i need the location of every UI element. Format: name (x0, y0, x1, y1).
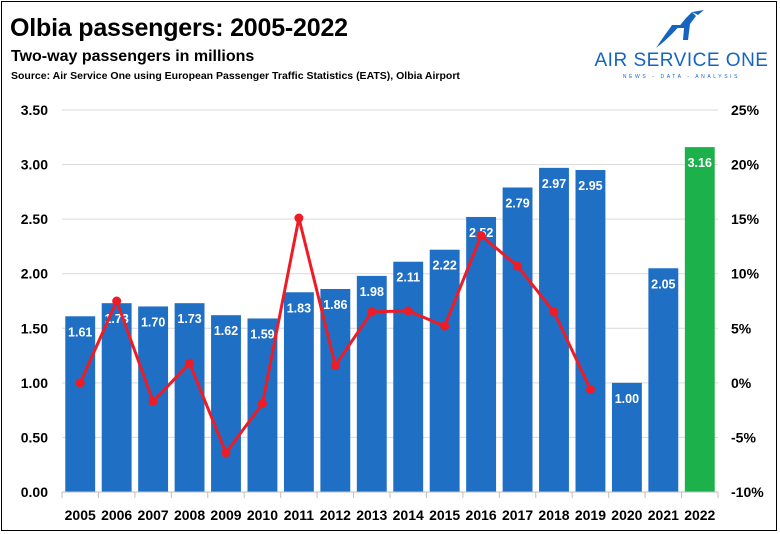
growth-point (112, 296, 122, 306)
growth-point (148, 396, 158, 406)
x-tick-label: 2006 (101, 507, 132, 523)
y-left-tick-label: 0.00 (21, 484, 48, 500)
growth-point (476, 231, 486, 241)
y-left-tick-label: 1.50 (21, 320, 48, 336)
logo-tagline: NEWS - DATA - ANALYSIS (622, 74, 741, 80)
bar-2008 (174, 303, 205, 492)
bar-2022 (684, 147, 715, 492)
x-tick-label: 2019 (575, 507, 606, 523)
bar-value-label: 1.70 (141, 315, 165, 329)
bar-value-label: 1.61 (68, 325, 92, 339)
x-tick-label: 2007 (138, 507, 169, 523)
bar-value-label: 2.22 (432, 259, 456, 273)
chart-source: Source: Air Service One using European P… (11, 70, 460, 82)
bar-value-label: 1.83 (287, 301, 311, 315)
bar-2019 (575, 170, 606, 492)
x-tick-label: 2013 (356, 507, 387, 523)
bar-value-label: 1.98 (360, 285, 384, 299)
bar-value-label: 1.59 (250, 327, 274, 341)
bar-value-label: 1.00 (615, 392, 639, 406)
growth-point (221, 448, 231, 458)
bar-2006 (101, 303, 132, 492)
bar-value-label: 3.16 (688, 156, 712, 170)
y-right-tick-label: -10% (731, 484, 764, 500)
bar-2005 (65, 316, 96, 492)
chart-title: Olbia passengers: 2005-2022 (10, 14, 348, 42)
growth-point (185, 358, 195, 368)
x-tick-label: 2012 (320, 507, 351, 523)
y-right-tick-label: 25% (731, 102, 760, 118)
bar-2021 (648, 268, 679, 492)
y-right-tick-label: 20% (731, 157, 760, 173)
growth-point (257, 399, 267, 409)
bar-value-label: 1.62 (214, 324, 238, 338)
growth-point (403, 306, 413, 316)
bar-value-label: 2.05 (651, 277, 675, 291)
bar-2009 (211, 315, 241, 492)
y-left-tick-label: 2.00 (21, 266, 48, 282)
chart-subtitle: Two-way passengers in millions (11, 48, 255, 65)
growth-point (75, 378, 85, 388)
bar-value-label: 2.95 (578, 179, 602, 193)
plane-a-logo-icon (656, 10, 704, 48)
y-right-tick-label: 15% (731, 211, 760, 227)
growth-point (549, 307, 559, 317)
x-tick-label: 2005 (65, 507, 96, 523)
y-left-tick-label: 0.50 (21, 429, 48, 445)
bar-value-label: 1.86 (323, 298, 347, 312)
bar-2018 (539, 167, 569, 493)
y-right-tick-label: 0% (731, 375, 752, 391)
x-tick-label: 2011 (284, 507, 315, 523)
x-tick-label: 2015 (429, 507, 460, 523)
growth-point (440, 321, 450, 331)
x-tick-label: 2009 (210, 507, 241, 523)
bar-value-label: 2.97 (542, 177, 566, 191)
y-left-tick-label: 3.50 (21, 102, 48, 118)
growth-point (367, 307, 377, 317)
growth-point (585, 384, 595, 394)
y-right-tick-label: -5% (731, 429, 756, 445)
x-tick-label: 2008 (174, 507, 205, 523)
x-tick-label: 2018 (538, 507, 569, 523)
bar-value-label: 1.73 (177, 312, 201, 326)
bar-2017 (502, 187, 533, 492)
x-tick-label: 2014 (393, 507, 424, 523)
y-left-tick-label: 1.00 (21, 375, 48, 391)
x-tick-label: 2022 (684, 507, 715, 523)
y-left-tick-label: 3.00 (21, 157, 48, 173)
x-tick-label: 2017 (502, 507, 533, 523)
bar-2020 (611, 382, 642, 492)
x-tick-label: 2020 (611, 507, 642, 523)
bar-value-label: 2.79 (505, 196, 529, 210)
logo-name: AIR SERVICE ONE (594, 50, 769, 71)
y-right-tick-label: 10% (731, 266, 760, 282)
x-tick-label: 2016 (466, 507, 497, 523)
growth-point (294, 213, 304, 223)
growth-point (513, 261, 523, 271)
y-left-tick-label: 2.50 (21, 211, 48, 227)
air-service-one-logo: AIR SERVICE ONE NEWS - DATA - ANALYSIS (594, 10, 774, 80)
growth-point (330, 360, 340, 370)
x-tick-label: 2021 (648, 507, 679, 523)
bar-value-label: 2.11 (396, 271, 420, 285)
bar-2015 (429, 249, 460, 492)
bar-2014 (393, 261, 424, 492)
x-tick-label: 2010 (247, 507, 278, 523)
bar-2011 (283, 292, 314, 492)
y-right-tick-label: 5% (731, 320, 752, 336)
